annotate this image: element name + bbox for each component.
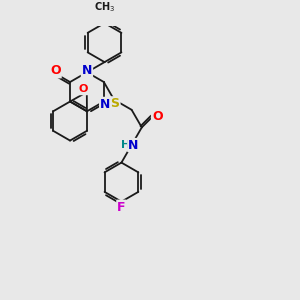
Text: N: N [82,64,92,77]
Text: S: S [111,97,120,110]
Text: F: F [117,201,126,214]
Text: CH$_3$: CH$_3$ [94,0,115,14]
Text: O: O [152,110,163,123]
Text: N: N [100,98,110,111]
Text: H: H [121,140,130,150]
Text: O: O [50,64,61,77]
Text: N: N [128,139,138,152]
Text: O: O [78,84,87,94]
